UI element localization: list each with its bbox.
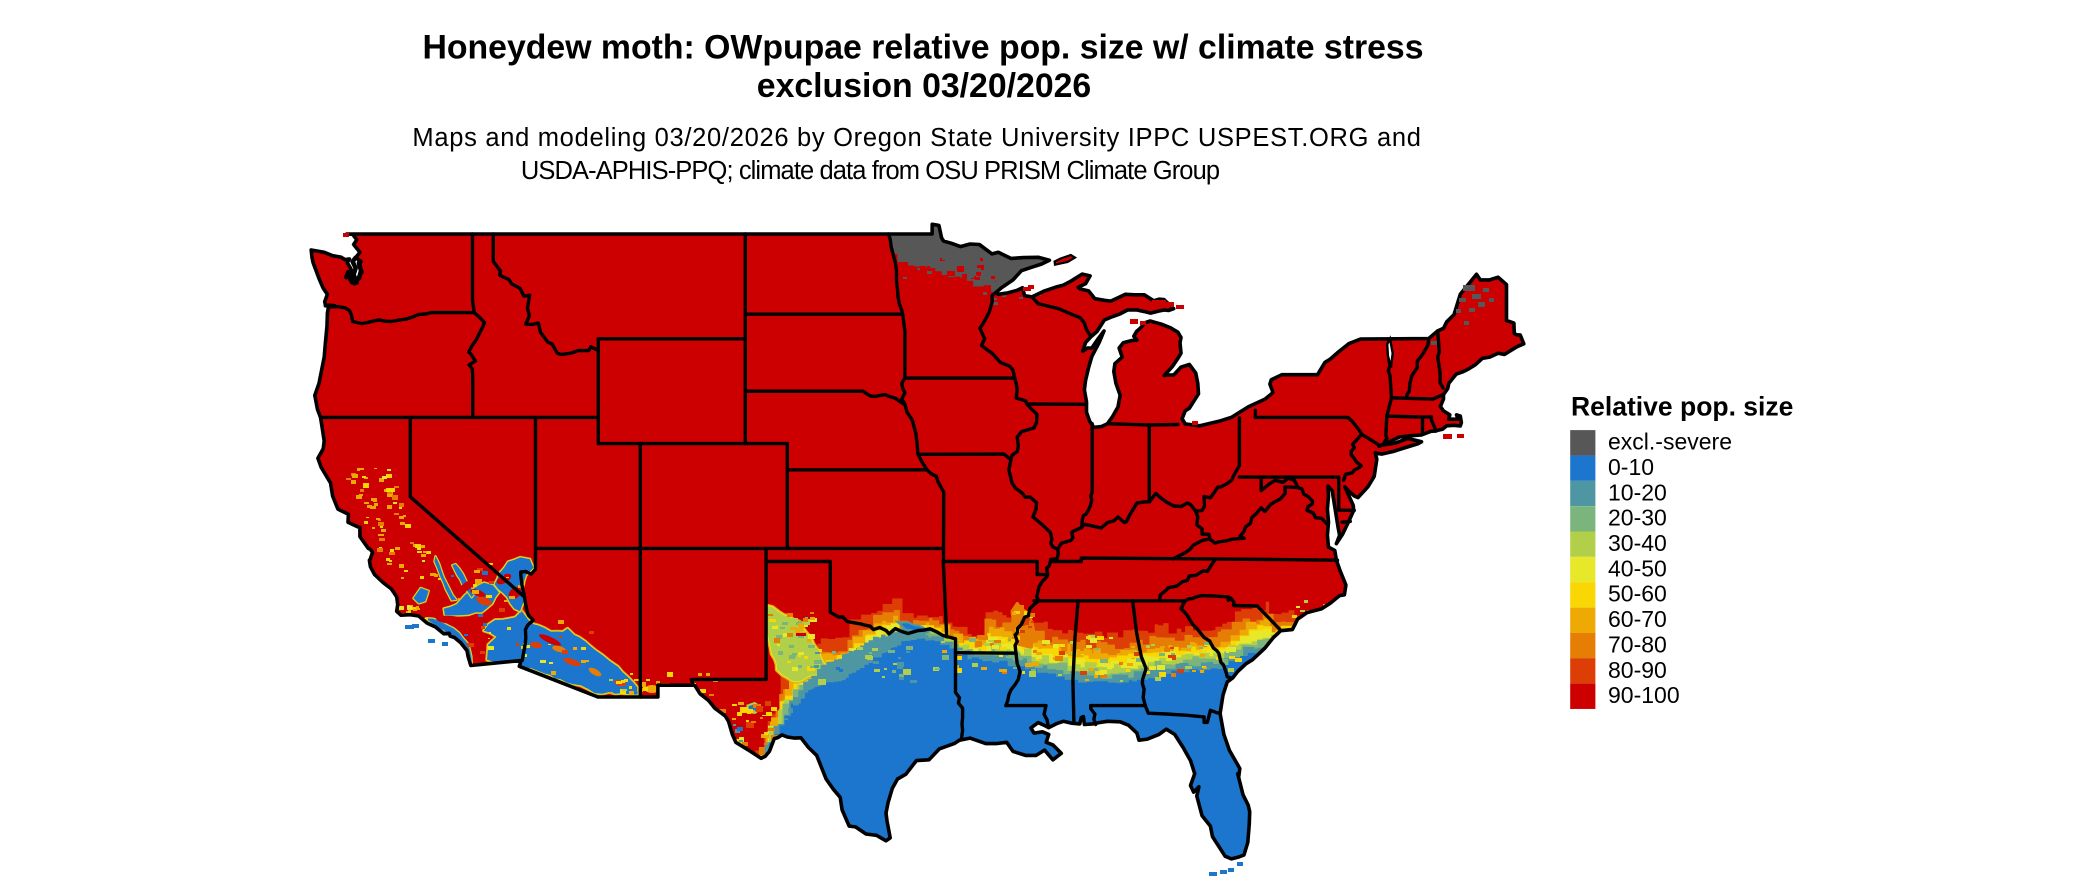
svg-text:60-70: 60-70 [1608, 606, 1667, 632]
svg-text:40-50: 40-50 [1608, 555, 1667, 581]
svg-text:0-10: 0-10 [1608, 454, 1654, 480]
svg-text:Honeydew moth: OWpupae relativ: Honeydew moth: OWpupae relative pop. siz… [422, 29, 1423, 67]
svg-text:excl.-severe: excl.-severe [1608, 429, 1732, 455]
svg-text:80-90: 80-90 [1608, 657, 1667, 683]
svg-text:Maps and modeling 03/20/2026 b: Maps and modeling 03/20/2026 by Oregon S… [412, 124, 1421, 152]
svg-text:90-100: 90-100 [1608, 682, 1680, 708]
svg-text:70-80: 70-80 [1608, 631, 1667, 657]
svg-text:20-30: 20-30 [1608, 505, 1667, 531]
svg-text:Relative pop. size: Relative pop. size [1571, 391, 1793, 421]
svg-text:exclusion 03/20/2026: exclusion 03/20/2026 [757, 67, 1091, 105]
svg-text:10-20: 10-20 [1608, 479, 1667, 505]
svg-text:30-40: 30-40 [1608, 530, 1667, 556]
svg-text:USDA-APHIS-PPQ; climate data f: USDA-APHIS-PPQ; climate data from OSU PR… [521, 157, 1220, 185]
svg-text:50-60: 50-60 [1608, 581, 1667, 607]
